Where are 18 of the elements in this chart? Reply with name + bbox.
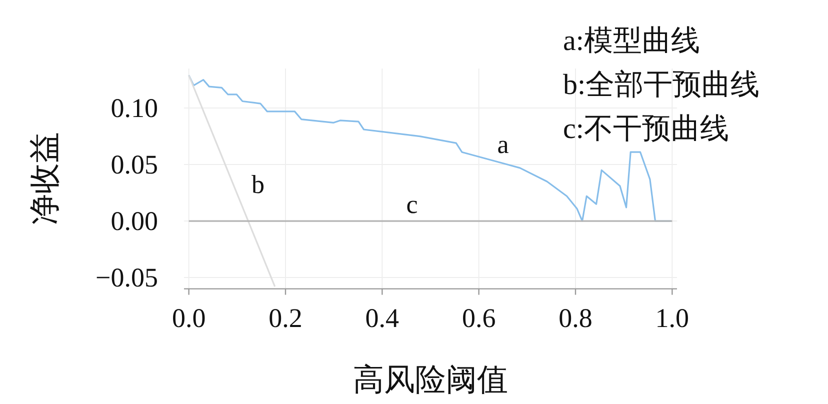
y-tick-label: −0.05	[96, 262, 158, 293]
y-tick-label: 0.00	[110, 206, 158, 236]
x-axis-title: 高风险阈值	[353, 362, 508, 397]
x-tick-label: 0.2	[268, 302, 302, 333]
x-tick-label: 1.0	[655, 302, 690, 333]
y-axis-title: 净收益	[27, 132, 62, 226]
y-tick-label: 0.10	[110, 93, 158, 124]
series-label: b	[252, 170, 264, 199]
annotation: c:不干预曲线	[563, 113, 729, 145]
x-tick-label: 0.0	[172, 302, 206, 333]
series-label: c	[406, 190, 418, 219]
x-tick-label: 0.8	[558, 302, 592, 333]
x-tick-label: 0.4	[365, 302, 400, 333]
series-label: a	[497, 130, 510, 159]
text: a:模型曲线	[563, 25, 700, 57]
annotation: b:全部干预曲线	[563, 69, 760, 101]
y-tick-label: 0.05	[110, 150, 158, 180]
x-tick-label: 0.6	[462, 302, 496, 333]
